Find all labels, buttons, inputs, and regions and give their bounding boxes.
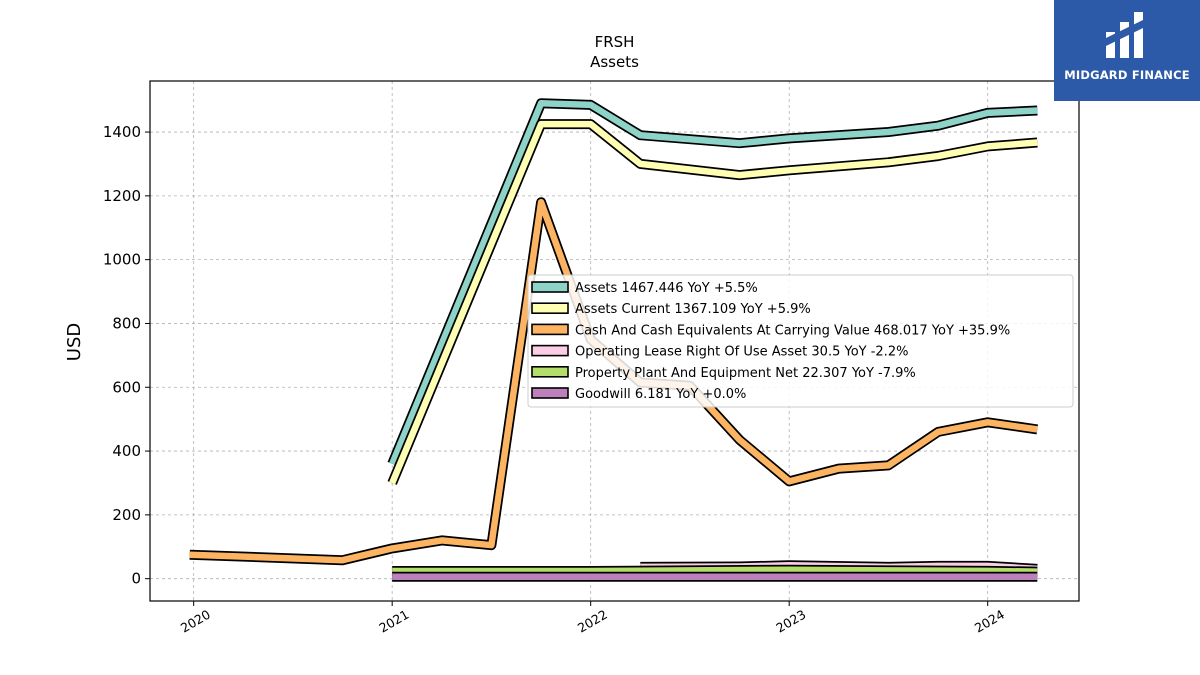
legend-swatch xyxy=(531,365,569,378)
legend-label: Assets Current 1367.109 YoY +5.9% xyxy=(575,302,811,317)
midgard-logo-icon xyxy=(1106,12,1143,58)
y-tick-label: 600 xyxy=(112,378,141,396)
series-line xyxy=(389,100,1038,466)
y-tick-label: 1200 xyxy=(103,187,141,205)
x-tick-label: 2024 xyxy=(972,607,1007,636)
y-tick-label: 1400 xyxy=(103,123,141,141)
y-tick-label: 1000 xyxy=(103,251,141,269)
legend-box xyxy=(527,274,1074,408)
y-tick-label: 400 xyxy=(112,442,141,460)
y-axis-label: USD xyxy=(64,323,85,361)
y-tick-label: 200 xyxy=(112,506,141,524)
legend-swatch xyxy=(531,387,569,399)
series-line xyxy=(392,566,1038,575)
legend-swatch xyxy=(531,323,569,336)
legend-label: Goodwill 6.181 YoY +0.0% xyxy=(575,387,746,402)
y-tick-label: 800 xyxy=(112,314,141,332)
chart-title: FRSH xyxy=(595,33,635,51)
brand-name: MIDGARD FINANCE xyxy=(1064,68,1190,82)
y-tick-label: 0 xyxy=(131,570,141,588)
chart-subtitle: Assets xyxy=(590,53,639,71)
legend-swatch xyxy=(531,344,569,357)
legend: Assets 1467.446 YoY +5.5% Assets Current … xyxy=(527,274,1074,408)
x-tick-label: 2022 xyxy=(575,607,610,636)
legend-swatch xyxy=(531,281,569,293)
legend-label: Assets 1467.446 YoY +5.5% xyxy=(575,281,758,296)
plot-frame xyxy=(149,80,1080,602)
x-tick-label: 2021 xyxy=(376,607,411,636)
legend-label: Operating Lease Right Of Use Asset 30.5 … xyxy=(575,345,908,360)
legend-label: Cash And Cash Equivalents At Carrying Va… xyxy=(575,323,1010,338)
series-line xyxy=(389,120,1038,485)
x-tick-label: 2020 xyxy=(178,607,213,636)
legend-swatch xyxy=(531,302,569,315)
x-tick-label: 2023 xyxy=(773,607,808,636)
legend-label: Property Plant And Equipment Net 22.307 … xyxy=(575,366,916,381)
brand-logo: MIDGARD FINANCE xyxy=(1054,0,1200,101)
